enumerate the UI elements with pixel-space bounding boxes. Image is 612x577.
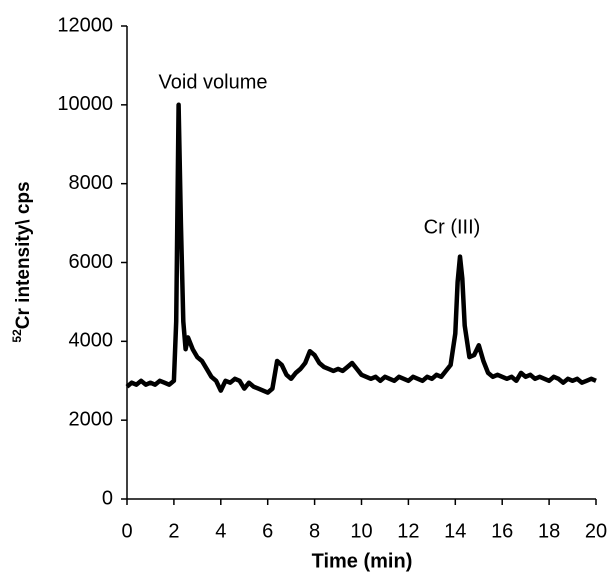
x-tick-label: 20 (585, 520, 607, 542)
x-tick-label: 8 (309, 520, 320, 542)
y-tick-label: 8000 (69, 172, 114, 194)
y-tick-label: 0 (102, 487, 113, 509)
y-axis-label-superscript: 52 (10, 329, 24, 343)
x-tick-label: 4 (215, 520, 226, 542)
y-axis-label: 52Cr intensity\ cps (10, 181, 34, 342)
x-tick-label: 12 (397, 520, 419, 542)
x-axis-label: Time (min) (312, 550, 413, 572)
x-tick-label: 2 (168, 520, 179, 542)
y-axis-label-text: Cr intensity\ cps (13, 181, 34, 329)
y-tick-label: 4000 (69, 330, 114, 352)
x-tick-label: 6 (262, 520, 273, 542)
x-tick-label: 10 (350, 520, 372, 542)
x-tick-label: 18 (538, 520, 560, 542)
annotation: Cr (III) (424, 216, 481, 238)
annotation: Void volume (159, 71, 268, 93)
x-tick-label: 16 (491, 520, 513, 542)
trace-line (125, 102, 597, 395)
x-tick-label: 0 (121, 520, 132, 542)
y-tick-label: 6000 (69, 251, 114, 273)
y-tick-label: 2000 (69, 408, 114, 430)
y-tick-label: 10000 (57, 93, 113, 115)
y-tick-label: 12000 (57, 14, 113, 36)
x-tick-label: 14 (444, 520, 466, 542)
